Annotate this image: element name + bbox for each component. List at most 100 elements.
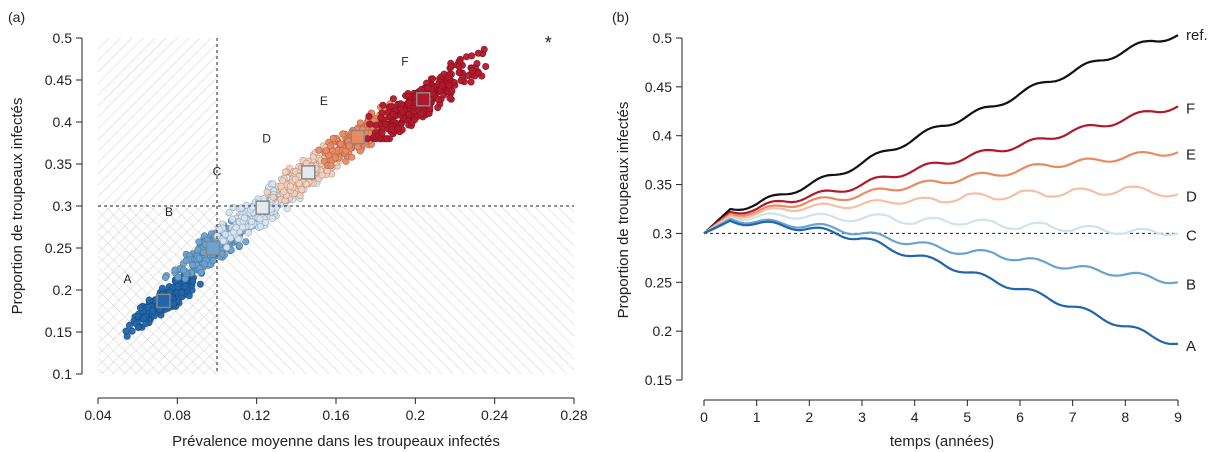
scatter-point-F [399,108,407,116]
scatter-point-F [480,45,488,53]
scatter-point-C [234,235,242,243]
group-mean-C [255,200,270,215]
group-labels: A B C D E F [123,54,408,286]
scatter-point-F [434,96,442,104]
scatter-point-D [277,182,285,190]
scatter-point-B [171,266,179,274]
series-end-label-B: B [1186,276,1196,293]
scatter-point-C [227,234,235,242]
scatter-point-F [475,69,483,77]
scatter-point-F [377,114,385,122]
panel-a-label: (a) [8,9,25,25]
line-y-tick-label: 0.5 [653,30,673,46]
scatter-point-F [474,49,482,57]
scatter-point-B [195,238,203,246]
scatter-x-tick-label: 0.08 [164,407,191,423]
scatter-point-F [482,62,490,70]
scatter-point-F [457,77,465,85]
series-line-ref. [703,34,1179,235]
line-y-tick-label: 0.35 [645,177,672,193]
scatter-point-F [405,111,413,119]
series-lines [703,34,1179,346]
scatter-y-tick-label: 0.5 [53,30,73,46]
scatter-y-tick-label: 0.45 [45,72,72,88]
line-x-tick-label: 4 [911,409,919,425]
series-end-label-E: E [1186,146,1196,163]
scatter-axes: 0.1 0.15 0.2 0.25 0.3 0.35 0.4 0.45 0.5 0.04 0.08 0… [45,30,588,423]
scatter-point-E [331,154,339,162]
group-mean-B [205,240,221,256]
series-end-label-C: C [1186,227,1197,244]
scatter-point-F [448,87,456,95]
scatter-point-A [140,315,148,323]
scatter-point-F [455,69,463,77]
scatter-point-B [194,246,202,254]
scatter-y-tick-label: 0.25 [45,240,72,256]
group-mean-E [350,129,366,145]
scatter-point-B [197,268,205,276]
line-y-tick-label: 0.4 [653,128,673,144]
scatter-point-C [216,226,224,234]
scatter-x-axis-label: Prévalence moyenne dans les troupeaux in… [172,433,500,450]
scatter-point-D [309,153,317,161]
line-x-tick-label: 5 [963,409,971,425]
series-line-F [703,105,1179,235]
scatter-point-E [354,143,362,151]
line-panel: (b) ref. F E D C B A 0.15 0.2 0.25 0.3 0.35 0.4 0.45… [612,9,1208,450]
scatter-x-tick-label: 0.04 [84,407,111,423]
scatter-point-C [232,224,240,232]
scatter-point-A [149,307,157,315]
scatter-point-B [209,257,217,265]
scatter-point-F [394,125,402,133]
scatter-point-D [318,171,326,179]
scatter-point-F [405,99,413,107]
scatter-point-A [174,283,182,291]
scatter-y-tick-label: 0.2 [53,282,73,298]
scatter-point-A [189,277,197,285]
series-end-labels: ref. F E D C B A [1186,27,1208,355]
scatter-point-C [283,205,291,213]
scatter-point-E [339,130,347,138]
hatch-region-left-top [98,38,218,206]
scatter-point-F [468,52,476,60]
scatter-point-C [219,237,227,245]
line-y-tick-label: 0.3 [653,225,673,241]
scatter-point-A [196,280,204,288]
scatter-x-tick-label: 0.2 [406,407,426,423]
scatter-point-A [126,321,134,329]
scatter-point-A [181,282,189,290]
scatter-point-E [326,142,334,150]
line-x-tick-label: 6 [1016,409,1024,425]
scatter-point-F [455,62,463,70]
scatter-points [122,45,490,340]
scatter-y-tick-label: 0.3 [53,198,73,214]
scatter-x-tick-label: 0.28 [560,407,587,423]
scatter-point-F [447,63,455,71]
scatter-point-F [388,126,396,134]
line-x-tick-label: 3 [858,409,866,425]
scatter-point-A [136,304,144,312]
scatter-y-tick-label: 0.4 [53,114,73,130]
line-x-axis-label: temps (années) [890,433,994,450]
series-line-C [703,212,1179,237]
scatter-point-F [434,104,442,112]
scatter-point-E [327,162,335,170]
scatter-point-F [389,95,397,103]
scatter-x-tick-label: 0.12 [243,407,270,423]
scatter-point-A [128,327,136,335]
panel-b-label: (b) [612,9,629,25]
scatter-point-F [364,135,372,143]
series-line-E [703,151,1179,235]
line-x-tick-label: 9 [1174,409,1182,425]
scatter-point-E [342,147,350,155]
group-label-D: D [262,131,271,145]
scatter-point-B [174,273,182,281]
scatter-point-F [397,100,405,108]
scatter-point-C [239,223,247,231]
scatter-point-B [242,238,250,246]
scatter-point-F [411,116,419,124]
line-x-tick-label: 0 [700,409,708,425]
scatter-point-C [241,214,249,222]
scatter-point-F [417,110,425,118]
